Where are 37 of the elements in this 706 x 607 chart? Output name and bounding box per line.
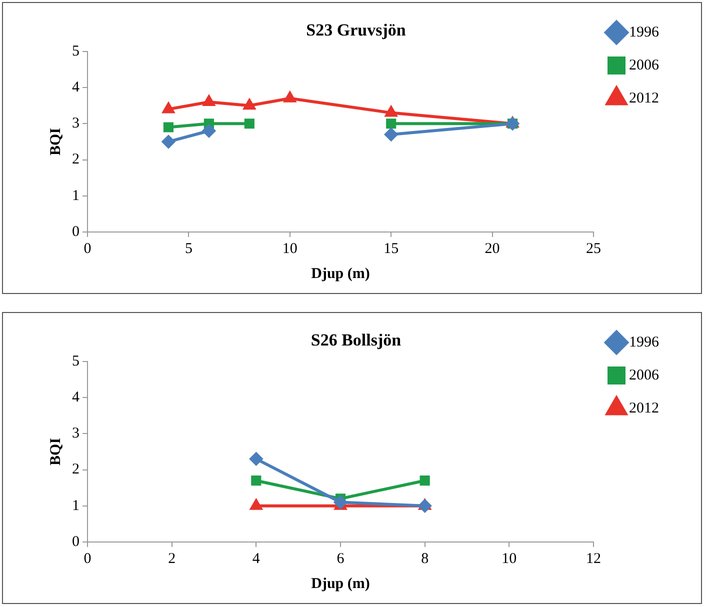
legend-label: 1996 <box>629 334 660 350</box>
x-tick-label: 4 <box>252 550 260 567</box>
y-tick-label: 1 <box>72 498 80 514</box>
legend-label: 2006 <box>629 367 660 384</box>
legend-label: 2006 <box>629 57 660 74</box>
x-tick-label: 10 <box>282 240 298 257</box>
x-axis-title: Djup (m) <box>311 266 370 282</box>
x-tick-label: 6 <box>336 550 345 567</box>
legend-label: 1996 <box>629 24 660 40</box>
chart-title: S26 Bollsjön <box>310 330 402 350</box>
y-tick-label: 2 <box>72 462 80 478</box>
y-tick-label: 4 <box>72 79 80 96</box>
y-tick-label: 0 <box>72 534 80 550</box>
y-tick-label: 4 <box>72 389 80 406</box>
y-tick-label: 0 <box>72 224 80 240</box>
chart-title: S23 Gruvsjön <box>306 20 406 40</box>
x-tick-label: 10 <box>502 550 517 567</box>
x-tick-label: 25 <box>586 240 601 257</box>
x-axis-title: Djup (m) <box>311 576 370 592</box>
y-tick-label: 5 <box>72 43 80 60</box>
y-axis-title: BQI <box>48 438 64 466</box>
x-tick-label: 12 <box>586 550 601 567</box>
x-tick-label: 0 <box>84 550 92 567</box>
y-tick-label: 3 <box>72 116 80 132</box>
x-tick-label: 2 <box>168 550 176 567</box>
y-tick-label: 1 <box>72 188 80 204</box>
x-tick-label: 8 <box>421 550 429 567</box>
legend-label: 2012 <box>629 400 659 416</box>
y-tick-label: 2 <box>72 152 80 168</box>
x-tick-label: 0 <box>84 240 92 257</box>
y-tick-label: 5 <box>72 353 80 370</box>
x-tick-label: 20 <box>484 240 500 257</box>
y-axis-title: BQI <box>48 128 64 156</box>
x-tick-label: 15 <box>384 240 399 257</box>
y-tick-label: 3 <box>72 426 80 442</box>
legend-label: 2012 <box>629 90 659 106</box>
x-tick-label: 5 <box>184 240 192 257</box>
